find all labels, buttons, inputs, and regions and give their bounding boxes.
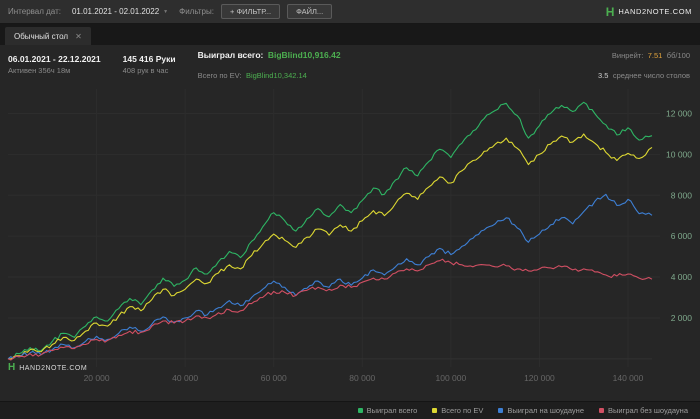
legend-label: Выиграл без шоудауна [608, 406, 688, 415]
avg-tables-label: среднее число столов [612, 71, 690, 80]
x-axis-tick-label: 100 000 [436, 373, 467, 383]
legend-item[interactable]: Выиграл на шоудауне [498, 406, 584, 415]
date-interval-label: Интервал дат: [8, 7, 61, 16]
legend-marker-icon [498, 408, 504, 413]
legend-marker-icon [599, 408, 604, 413]
legend-item[interactable]: Выиграл всего [357, 406, 418, 415]
legend-item[interactable]: Всего по EV [432, 406, 483, 415]
session-stats-bar: 06.01.2021 - 22.12.2021 Активен 356ч 18м… [0, 45, 700, 81]
series-line-4 [7, 258, 653, 361]
y-axis-tick-label: 10 000 [666, 149, 692, 159]
stat-active-time: Активен 356ч 18м [8, 65, 71, 75]
tab-label: Обычный стол [14, 31, 69, 41]
date-range-value: 01.01.2021 - 02.01.2022 [71, 7, 160, 16]
won-total-label: Выиграл всего: [197, 50, 264, 60]
legend-label: Выиграл на шоудауне [507, 406, 584, 415]
stat-date-range-value: 06.01.2021 - 22.12.2021 [8, 53, 101, 64]
chart-legend: Выиграл всего Всего по EV Выиграл на шоуда… [0, 401, 700, 419]
series-line-3 [7, 193, 653, 360]
series-line-1 [8, 101, 653, 360]
tab-bar: Обычный стол ✕ [0, 24, 700, 45]
winrate-value: 7.51 [647, 51, 663, 60]
x-axis-tick-label: 80 000 [349, 373, 375, 383]
winrate-unit: бб/100 [666, 51, 690, 60]
winnings-chart[interactable]: 20 000 40 000 60 000 80 000 100 000 120 000 14… [0, 81, 700, 401]
ev-total-value: BigBlind10,342.14 [245, 71, 307, 80]
brand-name: HAND2NOTE.COM [618, 7, 692, 16]
ev-total-label: Всего по EV: [197, 71, 242, 80]
plus-icon: + [229, 7, 235, 16]
tab-regular-table[interactable]: Обычный стол ✕ [5, 27, 91, 45]
y-axis-tick-label: 2 000 [671, 313, 693, 323]
add-filter-label: ФИЛЬТР... [236, 7, 272, 16]
x-axis-tick-label: 60 000 [261, 373, 287, 383]
legend-item[interactable]: Выиграл без шоудауна [599, 406, 688, 415]
file-button[interactable]: ФАЙЛ... [287, 4, 333, 19]
won-total-value: BigBlind10,916.42 [267, 50, 341, 60]
y-axis-tick-label: 4 000 [671, 272, 693, 282]
x-axis-tick-label: 20 000 [84, 373, 110, 383]
stat-hands: 145 416 Руки 408 рук в час [123, 54, 176, 75]
hand2note-logo-icon: H [605, 4, 615, 19]
chevron-down-icon: ▼ [163, 8, 169, 15]
stat-hands-value: 145 416 Руки [122, 53, 176, 64]
x-axis-tick-label: 140 000 [613, 373, 644, 383]
x-axis-tick-label: 40 000 [172, 373, 198, 383]
legend-label: Всего по EV [441, 406, 484, 415]
legend-marker-icon [432, 408, 438, 413]
series-line-2 [7, 133, 653, 360]
filters-label: Фильтры: [179, 7, 214, 16]
chart-area: 20 000 40 000 60 000 80 000 100 000 120 000 14… [0, 81, 700, 401]
date-range-picker[interactable]: 01.01.2021 - 02.01.2022 ▼ [68, 5, 172, 18]
legend-marker-icon [357, 408, 363, 413]
y-axis-tick-label: 12 000 [666, 109, 692, 119]
winrate-label: Винрейт: [611, 51, 644, 60]
y-axis-tick-label: 6 000 [671, 231, 693, 241]
stat-hands-per-hour: 408 рук в час [122, 65, 169, 75]
legend-label: Выиграл всего [366, 406, 418, 415]
avg-tables-value: 3.5 [597, 71, 609, 80]
stat-winnings: Выиграл всего: BigBlind10,916.42 Всего п… [198, 45, 341, 83]
stat-winrate: Винрейт: 7.51 бб/100 3.5 среднее число с… [598, 45, 690, 83]
close-icon[interactable]: ✕ [75, 31, 82, 41]
x-axis-tick-label: 120 000 [524, 373, 555, 383]
add-filter-button[interactable]: + ФИЛЬТР... [220, 4, 281, 19]
brand: H HAND2NOTE.COM [606, 6, 692, 18]
stat-date-range: 06.01.2021 - 22.12.2021 Активен 356ч 18м [8, 54, 101, 75]
y-axis-tick-label: 8 000 [671, 190, 693, 200]
top-toolbar: Интервал дат: 01.01.2021 - 02.01.2022 ▼ … [0, 0, 700, 24]
